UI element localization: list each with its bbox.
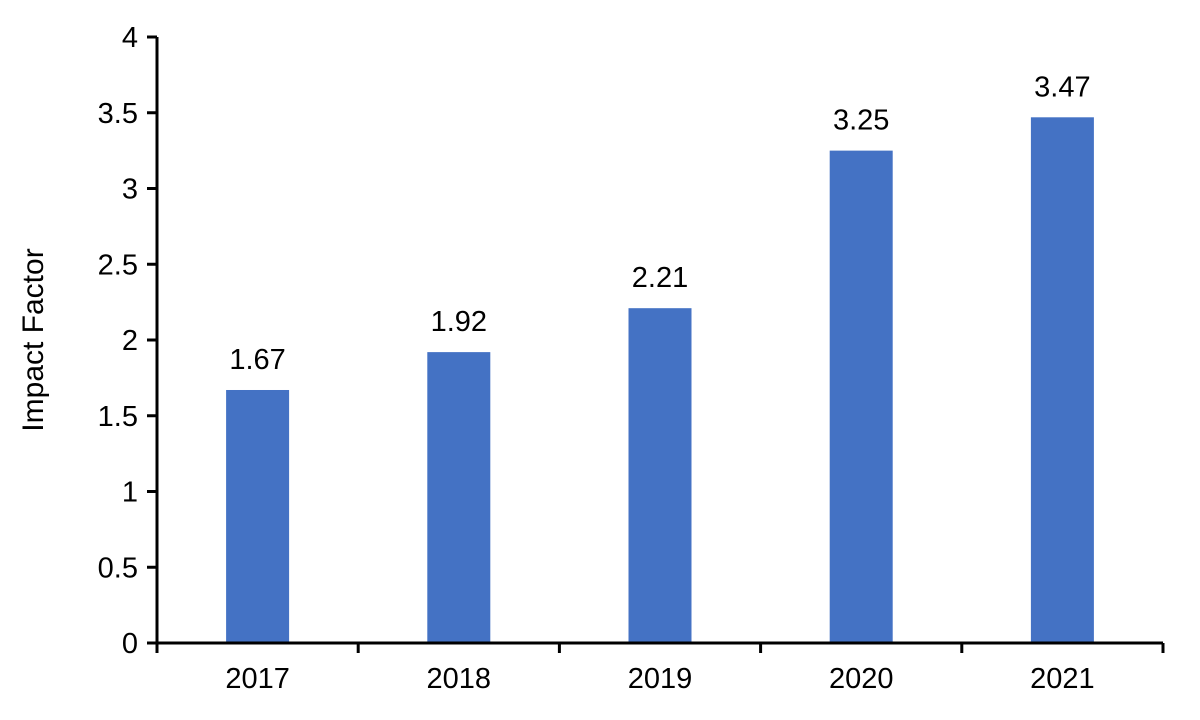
- bar-value-label: 1.67: [229, 344, 285, 376]
- y-tick-label: 1: [122, 477, 138, 509]
- bar-2021: [1030, 117, 1094, 644]
- bar-value-label: 3.25: [833, 105, 889, 137]
- bar-2020: [829, 150, 893, 643]
- y-tick-label: 2.5: [98, 249, 138, 281]
- x-tick-label: 2018: [427, 663, 492, 695]
- x-tick-label: 2020: [829, 663, 894, 695]
- y-tick-label: 0: [122, 628, 138, 660]
- bar-2019: [628, 308, 692, 643]
- y-tick-label: 0.5: [98, 552, 138, 584]
- x-tick-label: 2019: [628, 663, 693, 695]
- y-tick-label: 3.5: [98, 98, 138, 130]
- bar-value-label: 2.21: [632, 262, 688, 294]
- x-tick-label: 2017: [225, 663, 290, 695]
- y-tick-label: 1.5: [98, 401, 138, 433]
- y-axis-title: Impact Factor: [17, 248, 50, 431]
- y-tick-label: 3: [122, 174, 138, 206]
- bar-value-label: 3.47: [1034, 71, 1090, 103]
- bar-2017: [226, 389, 290, 643]
- bar-2018: [427, 352, 491, 643]
- bar-value-label: 1.92: [431, 306, 487, 338]
- y-tick-label: 4: [122, 22, 138, 54]
- y-tick-label: 2: [122, 325, 138, 357]
- x-tick-label: 2021: [1030, 663, 1095, 695]
